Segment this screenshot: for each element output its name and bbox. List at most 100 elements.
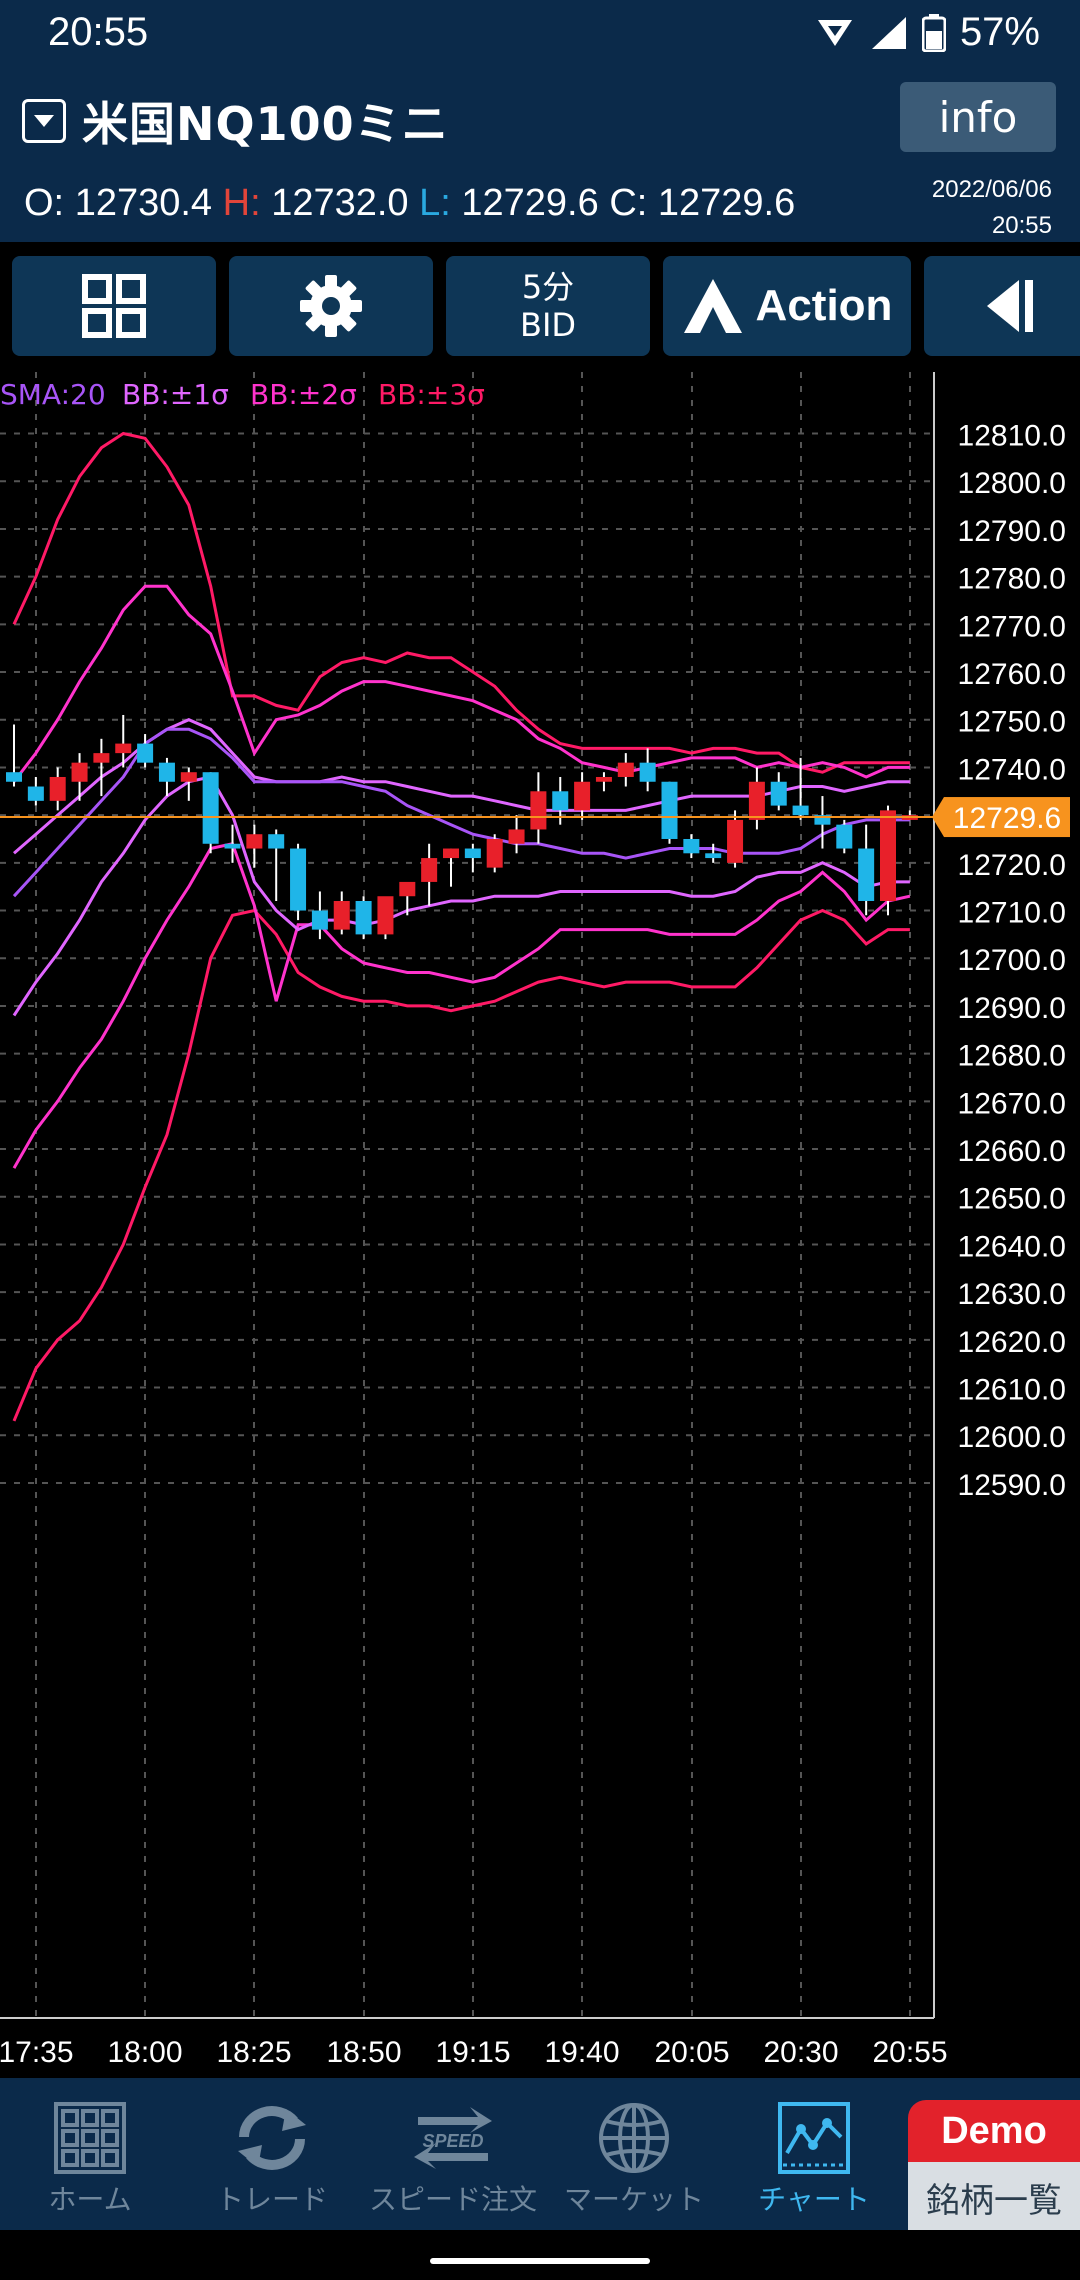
quote-datetime: 2022/06/06 20:55: [932, 172, 1052, 244]
candle-down: [639, 762, 656, 782]
collapse-left-icon: [987, 280, 1033, 332]
battery-icon: [921, 13, 946, 52]
price-type-label: BID: [519, 306, 577, 344]
action-button[interactable]: Action: [663, 256, 911, 356]
candle-down: [464, 848, 481, 859]
x-axis-tick-label: 18:00: [107, 2036, 182, 2069]
low-value: 12729.6: [461, 182, 599, 224]
candle-up: [595, 776, 612, 782]
timeframe-button[interactable]: 5分 BID: [446, 256, 650, 356]
collapse-panel-button[interactable]: [924, 256, 1080, 356]
demo-symbol-list-button[interactable]: Demo 銘柄一覧: [908, 2100, 1080, 2232]
candle-down: [290, 848, 307, 911]
status-icons: 57%: [814, 10, 1040, 55]
symbol-selector[interactable]: 米国NQ100ミニ: [22, 88, 449, 154]
chart-canvas[interactable]: 12810.0 12800.0 12790.0 12780.0 12770.0 12760…: [0, 372, 1080, 2078]
indicator-legend-label: SMA:20: [0, 378, 106, 411]
nav-market-label: マーケット: [563, 2183, 704, 2216]
current-price-pointer: [932, 797, 944, 838]
candle-down: [268, 834, 285, 849]
gesture-bar: [0, 2230, 1080, 2280]
dropdown-icon[interactable]: [22, 99, 66, 143]
nav-home-label: ホーム: [48, 2183, 132, 2216]
candle-down: [836, 824, 853, 849]
y-axis-tick-label: 12640.0: [958, 1230, 1066, 1263]
quote-date: 2022/06/06: [931, 176, 1052, 203]
bb2-upper-line: [12, 584, 910, 783]
x-axis-tick-label: 20:30: [763, 2036, 838, 2069]
sma-line: [12, 727, 910, 898]
x-axis-tick-label: 19:40: [544, 2036, 619, 2069]
candle-down: [224, 843, 241, 849]
y-axis-tick-label: 12770.0: [958, 610, 1066, 643]
x-axis-tick-label: 17:35: [0, 2036, 74, 2069]
nav-speed-order-label: スピード注文: [368, 2183, 537, 2216]
candle-up: [443, 848, 459, 859]
y-axis-tick-label: 12810.0: [958, 420, 1066, 453]
bb1-lower-line: [12, 775, 910, 1017]
y-axis-tick-label: 12600.0: [958, 1421, 1066, 1454]
symbol-name: 米国NQ100ミニ: [82, 97, 449, 151]
symbol-header: 米国NQ100ミニ info O: 12730.4 H: 12732.0 L: …: [0, 72, 1080, 242]
bb2-lower-line: [12, 842, 911, 1169]
y-axis-tick-label: 12800.0: [958, 467, 1066, 500]
symbol-list-label: 銘柄一覧: [908, 2162, 1080, 2232]
y-axis-tick-label: 12680.0: [958, 1040, 1066, 1073]
grid-layout-icon: [82, 274, 146, 338]
candle-down: [661, 781, 678, 839]
candle-up: [71, 762, 88, 782]
settings-button[interactable]: [229, 256, 433, 356]
x-axis-tick-label: 20:55: [872, 2036, 947, 2069]
action-label: Action: [755, 281, 893, 330]
close-value: 12729.6: [657, 182, 796, 224]
speed-icon-text: SPEED: [422, 2131, 483, 2151]
candle-up: [727, 819, 744, 863]
low-label: L:: [419, 182, 451, 224]
y-axis-tick-label: 12780.0: [958, 563, 1066, 596]
close-label: C:: [609, 182, 648, 224]
candle-up: [180, 772, 197, 782]
demo-badge: Demo: [908, 2100, 1080, 2162]
nav-speed-order[interactable]: SPEED スピード注文: [362, 2098, 544, 2218]
y-axis-tick-label: 12700.0: [958, 944, 1066, 977]
status-bar: 20:55 57%: [0, 0, 1080, 72]
price-chart[interactable]: 12810.0 12800.0 12790.0 12780.0 12770.0 12760…: [0, 372, 1080, 2078]
candle-down: [27, 786, 44, 801]
y-axis-tick-label: 12610.0: [958, 1374, 1066, 1407]
nav-market[interactable]: マーケット: [544, 2098, 724, 2218]
y-axis-tick-label: 12630.0: [958, 1278, 1066, 1311]
ohlc-values: O: 12730.4 H: 12732.0 L: 12729.6 C: 1272…: [24, 182, 795, 225]
nav-trade[interactable]: トレード: [182, 2098, 362, 2218]
action-logo-icon: [683, 279, 742, 333]
chart-icon: [778, 2102, 850, 2174]
candle-down: [6, 772, 22, 782]
high-label: H:: [222, 182, 261, 224]
y-axis-tick-label: 12750.0: [958, 706, 1066, 739]
y-axis-tick-label: 12790.0: [958, 515, 1066, 548]
y-axis-tick-label: 12590.0: [958, 1469, 1066, 1502]
current-price-tag: [944, 797, 1070, 838]
candle-down: [683, 838, 700, 854]
x-axis-tick-label: 20:05: [654, 2036, 729, 2069]
bb3-lower-line: [12, 908, 910, 1422]
candle-up: [246, 834, 263, 849]
indicator-legend-label: BB:±3σ: [378, 378, 485, 411]
high-value: 12732.0: [271, 182, 409, 224]
home-indicator[interactable]: [430, 2258, 650, 2264]
info-button[interactable]: info: [900, 82, 1056, 152]
candle-down: [858, 848, 875, 901]
layout-button[interactable]: [12, 256, 216, 356]
bb3-upper-line: [12, 431, 910, 774]
nav-chart-label: チャート: [758, 2183, 870, 2216]
x-axis-tick-label: 18:25: [216, 2036, 291, 2069]
indicator-legend-label: BB:±1σ: [122, 378, 229, 411]
candle-up: [399, 881, 416, 897]
candle-down: [792, 805, 809, 816]
y-axis-tick-label: 12710.0: [958, 897, 1066, 930]
nav-home[interactable]: ホーム: [0, 2098, 180, 2218]
vpn-icon: [817, 19, 852, 46]
candle-up: [530, 791, 547, 830]
nav-chart[interactable]: チャート: [724, 2098, 904, 2218]
candle-up: [880, 810, 896, 901]
candle-down: [552, 791, 569, 811]
